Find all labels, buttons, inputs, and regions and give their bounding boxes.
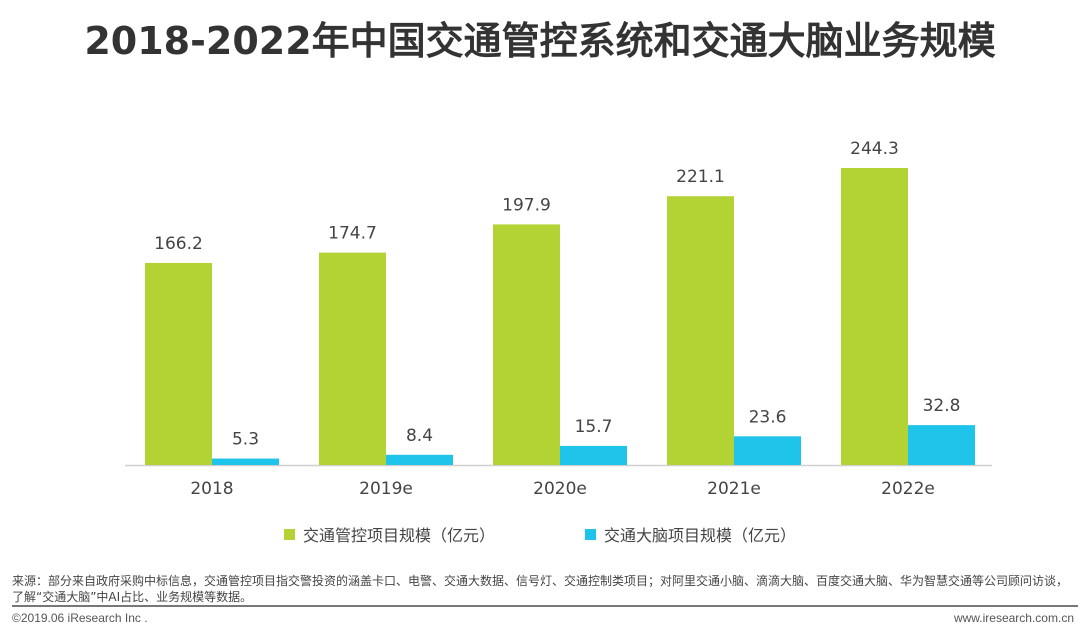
bar-brain <box>734 436 801 465</box>
chart-title: 2018-2022年中国交通管控系统和交通大脑业务规模 <box>84 19 996 63</box>
bar-brain <box>386 454 453 465</box>
data-label: 166.2 <box>154 234 203 254</box>
data-label: 15.7 <box>575 417 613 437</box>
x-tick-label: 2018 <box>190 479 233 499</box>
data-label: 5.3 <box>232 430 259 450</box>
data-label: 221.1 <box>676 167 725 187</box>
bar-brain <box>560 445 627 465</box>
website-link[interactable]: www.iresearch.com.cn <box>953 611 1074 625</box>
data-label: 244.3 <box>850 139 899 159</box>
legend-label: 交通大脑项目规模（亿元） <box>604 526 797 545</box>
bar-control <box>841 168 908 465</box>
bar-control <box>319 252 386 465</box>
legend-item-brain: 交通大脑项目规模（亿元） <box>585 522 796 546</box>
bar-control <box>493 224 560 465</box>
data-label: 32.8 <box>923 396 961 416</box>
legend-label: 交通管控项目规模（亿元） <box>302 526 495 545</box>
data-label: 174.7 <box>328 224 377 244</box>
copyright: ©2019.06 iResearch Inc . <box>12 611 148 625</box>
footer-divider <box>12 605 1078 607</box>
bar-control <box>667 196 734 466</box>
bar-brain <box>908 425 975 465</box>
legend-item-control: 交通管控项目规模（亿元） <box>283 522 495 546</box>
bar-control <box>145 262 212 465</box>
legend-swatch-cyan <box>585 528 596 540</box>
data-label: 8.4 <box>406 426 433 446</box>
bar-brain <box>212 458 279 465</box>
x-tick-label: 2021e <box>707 479 761 499</box>
x-tick-label: 2020e <box>533 479 587 499</box>
legend-swatch-green <box>283 528 295 540</box>
legend: 交通管控项目规模（亿元） 交通大脑项目规模（亿元） <box>0 522 1080 546</box>
x-tick-label: 2022e <box>881 479 935 499</box>
data-label: 23.6 <box>749 407 787 427</box>
data-label: 197.9 <box>502 195 551 215</box>
source-note: 来源：部分来自政府采购中标信息，交通管控项目指交警投资的涵盖卡口、电警、交通大数… <box>12 574 1069 604</box>
x-tick-label: 2019e <box>359 479 413 499</box>
